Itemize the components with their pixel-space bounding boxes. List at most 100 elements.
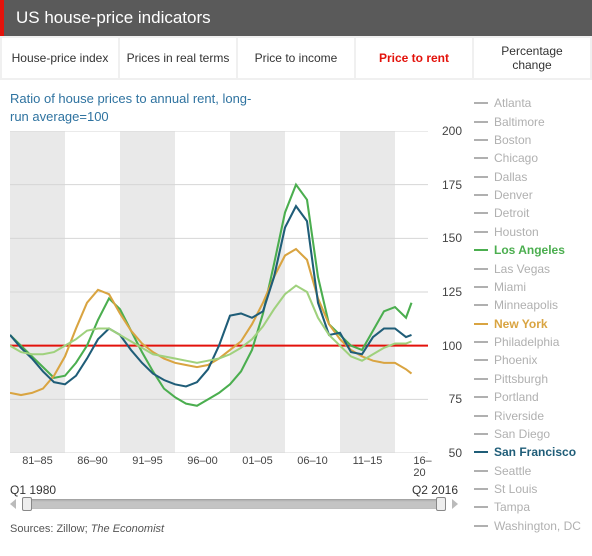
city-name: Philadelphia <box>494 335 559 349</box>
city-swatch <box>474 341 488 343</box>
city-name: San Diego <box>494 427 550 441</box>
city-name: St Louis <box>494 482 537 496</box>
city-name: Washington, DC <box>494 519 581 533</box>
sources-italic: The Economist <box>91 523 164 535</box>
city-item[interactable]: Seattle <box>474 462 588 480</box>
city-swatch <box>474 139 488 141</box>
range-slider[interactable] <box>10 497 466 511</box>
city-swatch <box>474 378 488 380</box>
city-name: San Francisco <box>494 445 576 459</box>
city-item[interactable]: Baltimore <box>474 112 588 130</box>
city-item[interactable]: Philadelphia <box>474 333 588 351</box>
y-tick: 100 <box>442 339 462 353</box>
tab-prices-in-real-terms[interactable]: Prices in real terms <box>120 38 236 78</box>
chart: 5075100125150175200 81–8586–9091–9596–00… <box>10 131 466 471</box>
city-swatch <box>474 525 488 527</box>
x-tick: 81–85 <box>22 455 53 467</box>
city-name: Boston <box>494 133 531 147</box>
y-tick: 75 <box>449 392 462 406</box>
city-name: Atlanta <box>494 96 531 110</box>
y-axis-labels: 5075100125150175200 <box>430 131 466 453</box>
x-tick: 96–00 <box>187 455 218 467</box>
city-swatch <box>474 470 488 472</box>
city-swatch <box>474 304 488 306</box>
tab-percentage-change[interactable]: Percentage change <box>474 38 590 78</box>
city-swatch <box>474 268 488 270</box>
tab-price-to-income[interactable]: Price to income <box>238 38 354 78</box>
sources: Sources: Zillow; The Economist <box>10 523 466 535</box>
city-name: Houston <box>494 225 539 239</box>
city-swatch <box>474 488 488 490</box>
city-item[interactable]: Atlanta <box>474 94 588 112</box>
city-name: Dallas <box>494 170 527 184</box>
city-name: Los Angeles <box>494 243 565 257</box>
y-tick: 50 <box>449 446 462 460</box>
slider-track[interactable] <box>22 499 446 509</box>
slider-handle-right[interactable] <box>436 497 446 511</box>
city-swatch <box>474 231 488 233</box>
sources-text: Sources: Zillow; <box>10 523 91 535</box>
city-item[interactable]: Chicago <box>474 149 588 167</box>
y-tick: 175 <box>442 178 462 192</box>
tab-house-price-index[interactable]: House-price index <box>2 38 118 78</box>
city-swatch <box>474 359 488 361</box>
city-name: Denver <box>494 188 533 202</box>
city-name: Baltimore <box>494 115 545 129</box>
city-item[interactable]: Miami <box>474 278 588 296</box>
x-tick: 01–05 <box>242 455 273 467</box>
slider-left-arrow-icon[interactable] <box>10 499 16 509</box>
city-item[interactable]: Phoenix <box>474 351 588 369</box>
city-name: Chicago <box>494 151 538 165</box>
y-tick: 125 <box>442 285 462 299</box>
tab-price-to-rent[interactable]: Price to rent <box>356 38 472 78</box>
city-name: Tampa <box>494 500 530 514</box>
city-name: Miami <box>494 280 526 294</box>
city-name: Detroit <box>494 206 529 220</box>
city-item[interactable]: Houston <box>474 223 588 241</box>
x-tick: 11–15 <box>353 455 383 467</box>
y-tick: 150 <box>442 231 462 245</box>
city-item[interactable]: San Diego <box>474 425 588 443</box>
city-swatch <box>474 396 488 398</box>
city-item[interactable]: Tampa <box>474 498 588 516</box>
slider-right-arrow-icon[interactable] <box>452 499 458 509</box>
city-name: Minneapolis <box>494 298 558 312</box>
city-item[interactable]: Detroit <box>474 204 588 222</box>
city-swatch <box>474 194 488 196</box>
city-item[interactable]: Denver <box>474 186 588 204</box>
city-list: Atlanta Baltimore Boston Chicago Dallas Denve… <box>474 94 588 535</box>
city-name: Riverside <box>494 409 544 423</box>
city-item[interactable]: Boston <box>474 131 588 149</box>
city-swatch <box>474 102 488 104</box>
city-item[interactable]: Riverside <box>474 406 588 424</box>
city-item[interactable]: Dallas <box>474 168 588 186</box>
chart-svg <box>10 131 428 453</box>
slider-handle-left[interactable] <box>22 497 32 511</box>
city-swatch <box>474 212 488 214</box>
city-swatch <box>474 323 488 325</box>
city-item[interactable]: Washington, DC <box>474 517 588 535</box>
city-swatch <box>474 157 488 159</box>
range-start: Q1 1980 <box>10 483 56 497</box>
city-item[interactable]: Las Vegas <box>474 259 588 277</box>
page-title: US house-price indicators <box>16 8 211 27</box>
city-swatch <box>474 121 488 123</box>
x-tick: 86–90 <box>77 455 108 467</box>
x-tick: 06–10 <box>297 455 328 467</box>
city-item[interactable]: Pittsburgh <box>474 370 588 388</box>
city-item[interactable]: Portland <box>474 388 588 406</box>
city-item[interactable]: St Louis <box>474 480 588 498</box>
range-end: Q2 2016 <box>412 483 458 497</box>
city-item[interactable]: San Francisco <box>474 443 588 461</box>
x-axis-labels: 81–8586–9091–9596–0001–0506–1011–1516–20 <box>10 455 428 471</box>
tab-bar: House-price indexPrices in real termsPri… <box>0 36 592 80</box>
city-item[interactable]: Minneapolis <box>474 296 588 314</box>
city-swatch <box>474 176 488 178</box>
page-header: US house-price indicators <box>0 0 592 36</box>
city-swatch <box>474 506 488 508</box>
city-name: Portland <box>494 390 539 404</box>
city-item[interactable]: Los Angeles <box>474 241 588 259</box>
city-item[interactable]: New York <box>474 315 588 333</box>
x-tick: 16–20 <box>413 455 431 479</box>
x-tick: 91–95 <box>132 455 163 467</box>
